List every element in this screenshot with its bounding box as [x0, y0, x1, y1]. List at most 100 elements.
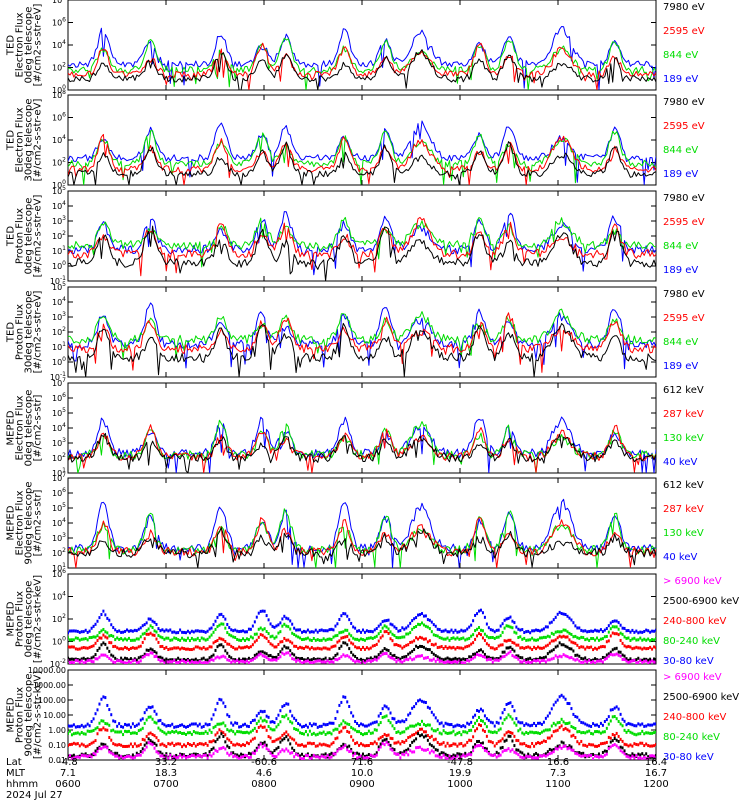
data-point: [206, 731, 209, 735]
data-point: [72, 741, 75, 745]
data-point: [452, 645, 455, 649]
data-point: [369, 656, 372, 660]
data-point: [242, 659, 245, 663]
data-point: [379, 630, 382, 634]
data-point: [525, 744, 528, 748]
data-point: [611, 648, 614, 652]
data-point: [265, 629, 268, 633]
y-tick-label: 101: [52, 341, 66, 352]
data-point: [462, 724, 465, 728]
data-point: [186, 659, 189, 663]
x-tick-label-hhmm: 0900: [349, 779, 374, 790]
data-point: [159, 754, 162, 758]
data-point: [151, 743, 154, 747]
y-axis-label: MEPEDProton Flux90deg telescope[#/cm2-s-…: [6, 671, 44, 759]
data-point: [550, 639, 553, 643]
data-point: [179, 647, 182, 651]
data-point: [133, 724, 136, 728]
data-point: [609, 736, 612, 740]
data-point: [145, 653, 148, 657]
data-point: [468, 655, 471, 659]
y-axis-label: TEDElectron Flux30deg telescope[#/cm2-s-…: [6, 98, 44, 181]
data-point: [206, 754, 209, 758]
data-point: [320, 647, 323, 651]
data-point: [285, 646, 288, 650]
data-point: [332, 721, 335, 725]
data-point: [336, 652, 339, 656]
data-point: [344, 628, 347, 632]
data-point: [143, 738, 146, 742]
data-point: [342, 612, 345, 616]
data-point: [637, 722, 640, 726]
data-point: [112, 752, 115, 756]
data-point: [419, 727, 422, 731]
data-point: [645, 628, 648, 632]
data-point: [306, 659, 309, 663]
data-point: [161, 644, 164, 648]
data-point: [411, 619, 414, 623]
data-point: [613, 653, 616, 657]
data-point: [346, 745, 349, 749]
data-point: [617, 740, 620, 744]
data-point: [72, 638, 75, 642]
data-point: [308, 638, 311, 642]
data-point: [238, 660, 241, 664]
data-point: [472, 735, 475, 739]
data-point: [80, 730, 83, 734]
data-point: [446, 753, 449, 757]
data-point: [397, 629, 400, 633]
data-point: [603, 657, 606, 661]
data-point: [383, 738, 386, 742]
data-point: [318, 724, 321, 728]
data-point: [535, 724, 538, 728]
data-point: [328, 660, 331, 664]
data-point: [129, 755, 132, 759]
data-point: [175, 742, 178, 746]
data-point: [415, 625, 418, 629]
data-point: [192, 722, 195, 726]
data-point: [90, 729, 93, 733]
data-point: [489, 628, 492, 632]
data-point: [352, 642, 355, 646]
data-point: [444, 637, 447, 641]
data-point: [78, 732, 81, 736]
y-tick-label: 10-1: [50, 275, 66, 286]
data-point: [100, 653, 103, 657]
data-point: [267, 735, 270, 739]
data-point: [497, 644, 500, 648]
data-point: [491, 628, 494, 632]
data-point: [544, 716, 547, 720]
data-point: [570, 647, 573, 651]
data-point: [397, 656, 400, 660]
data-point: [360, 647, 363, 651]
data-point: [299, 743, 302, 747]
data-point: [466, 731, 469, 735]
data-point: [96, 708, 99, 712]
data-point: [485, 734, 488, 738]
data-point: [489, 646, 492, 650]
data-point: [403, 659, 406, 663]
data-point: [242, 753, 245, 757]
data-point: [243, 753, 246, 757]
data-point: [322, 660, 325, 664]
data-point: [318, 731, 321, 735]
data-point: [202, 724, 205, 728]
data-point: [275, 717, 278, 721]
data-point: [419, 698, 422, 702]
data-point: [279, 621, 282, 625]
y-tick-label: 103: [52, 311, 66, 322]
data-point: [135, 661, 138, 664]
data-point: [639, 630, 642, 634]
data-point: [369, 629, 372, 633]
data-point: [599, 721, 602, 725]
data-point: [548, 635, 551, 639]
data-point: [607, 747, 610, 751]
data-point: [613, 734, 616, 738]
data-point: [456, 723, 459, 727]
data-point: [420, 719, 423, 723]
data-point: [188, 631, 191, 635]
data-point: [527, 723, 530, 727]
y-tick-label: 100: [52, 636, 66, 647]
data-point: [509, 638, 512, 642]
